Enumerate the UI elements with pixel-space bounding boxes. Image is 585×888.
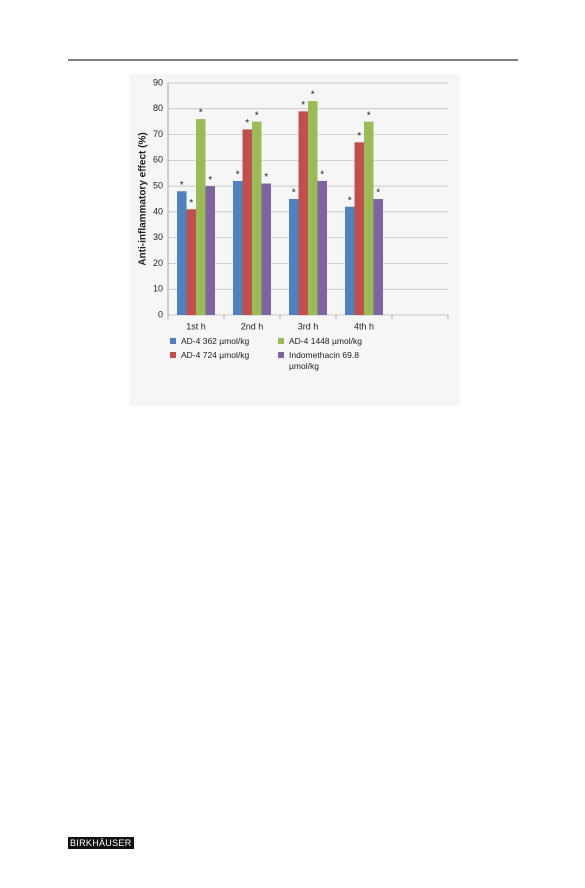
legend-label: Indomethacin 69.8 µmol/kg: [289, 350, 359, 371]
x-tick-label: 4th h: [354, 321, 374, 331]
y-tick-label: 60: [153, 155, 163, 165]
bar-annotation: *: [301, 100, 305, 111]
bar: [289, 199, 299, 315]
y-axis-label: Anti-inflammatory effect (%): [138, 132, 149, 265]
y-tick-label: 10: [153, 284, 163, 294]
bar-annotation: *: [348, 195, 352, 206]
legend-label: AD-4 362 µmol/kg: [181, 336, 250, 346]
bar-annotation: *: [357, 131, 361, 142]
bar: [298, 111, 308, 315]
x-tick-label: 3rd h: [298, 321, 319, 331]
bar: [252, 121, 262, 316]
y-tick-label: 0: [158, 309, 163, 319]
y-tick-label: 40: [153, 206, 163, 216]
bar: [317, 180, 327, 315]
bar-annotation: *: [255, 110, 259, 121]
legend-entry: AD-4 1448 µmol/kg: [278, 336, 389, 347]
legend-label: AD-4 1448 µmol/kg: [289, 336, 362, 346]
y-tick-label: 50: [153, 180, 163, 190]
bar-annotation: *: [245, 118, 249, 129]
bar-annotation: *: [199, 108, 203, 119]
bar: [177, 191, 187, 315]
bar-annotation: *: [376, 188, 380, 199]
bar: [373, 199, 383, 315]
legend-swatch: [170, 352, 176, 358]
legend-swatch: [278, 352, 284, 358]
bar: [308, 101, 318, 316]
bar-annotation: *: [264, 172, 268, 183]
bar-annotation: *: [311, 90, 315, 101]
x-tick-label: 2nd h: [241, 321, 264, 331]
bar: [196, 119, 206, 315]
legend-swatch: [278, 338, 284, 344]
bar: [261, 183, 271, 315]
y-tick-label: 90: [153, 77, 163, 87]
bar: [354, 142, 364, 315]
bar: [186, 209, 196, 315]
bar-annotation: *: [189, 198, 193, 209]
bar: [242, 129, 252, 315]
bar-annotation: *: [236, 170, 240, 181]
x-tick-label: 1st h: [186, 321, 206, 331]
bar: [233, 180, 243, 315]
y-tick-label: 80: [153, 103, 163, 113]
y-tick-label: 30: [153, 232, 163, 242]
legend-entry: Indomethacin 69.8 µmol/kg: [278, 350, 389, 372]
bar-annotation: *: [180, 180, 184, 191]
publisher-logo: BIRKHÄUSER: [68, 837, 134, 849]
y-tick-label: 20: [153, 258, 163, 268]
bar-annotation: *: [292, 188, 296, 199]
bar-annotation: *: [208, 175, 212, 186]
legend-label: AD-4 724 µmol/kg: [181, 350, 250, 360]
bar: [364, 121, 374, 316]
bar: [205, 186, 215, 315]
bar-annotation: *: [367, 110, 371, 121]
legend-entry: AD-4 724 µmol/kg: [170, 350, 281, 361]
y-tick-label: 70: [153, 129, 163, 139]
legend-swatch: [170, 338, 176, 344]
legend-entry: AD-4 362 µmol/kg: [170, 336, 281, 347]
bar: [345, 206, 355, 315]
bar-annotation: *: [320, 170, 324, 181]
